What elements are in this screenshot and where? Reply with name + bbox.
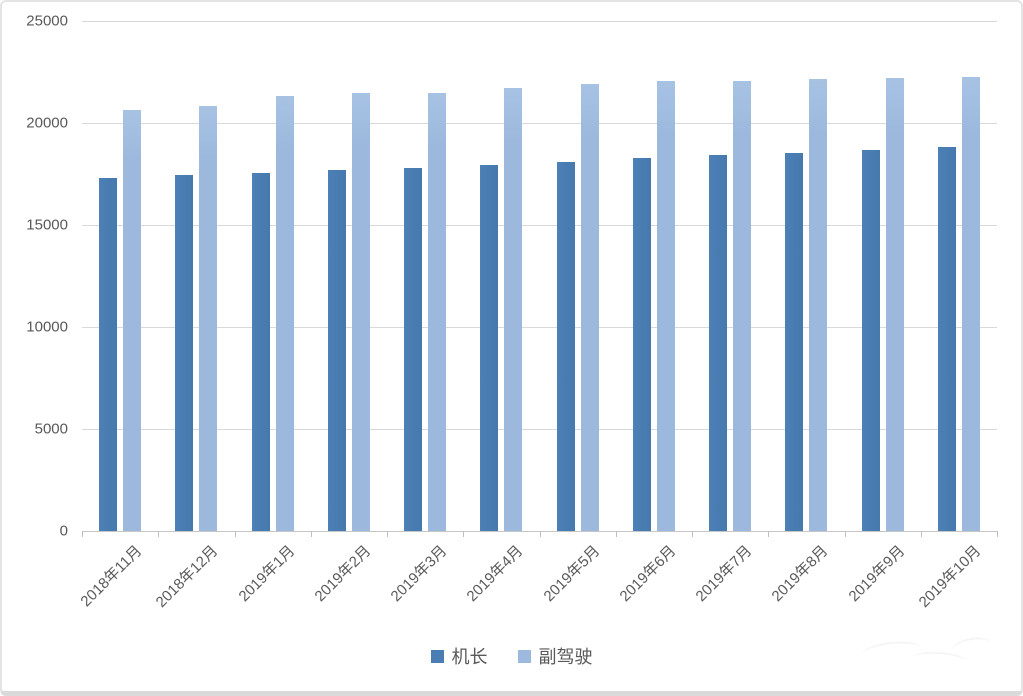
y-axis-tick-label: 0 [59, 522, 68, 540]
x-axis-tick [310, 531, 312, 537]
bar-captain [175, 175, 194, 531]
bar-first-officer [885, 78, 904, 531]
x-axis-tick [463, 531, 465, 537]
bar-captain [632, 157, 651, 531]
bar-captain [785, 152, 804, 531]
y-axis-tick-label: 10000 [26, 318, 68, 336]
x-axis-tick [997, 531, 998, 537]
y-axis-tick-label: 20000 [26, 114, 68, 132]
bar-captain [480, 164, 499, 531]
x-axis-tick [768, 531, 770, 537]
gridline [82, 123, 997, 124]
x-axis-tick [692, 531, 693, 537]
bar-first-officer [123, 109, 142, 531]
bar-first-officer [199, 105, 218, 531]
bar-first-officer [504, 88, 523, 531]
y-axis-tick-label: 25000 [26, 12, 68, 30]
bar-captain [556, 161, 575, 531]
bar-captain [327, 169, 346, 531]
bar-first-officer [580, 84, 599, 531]
legend-item-first-officer: 副驾驶 [517, 643, 593, 669]
bar-captain [937, 147, 956, 531]
bar-captain [404, 167, 423, 531]
bar-first-officer [428, 93, 447, 531]
y-axis-tick-label: 5000 [34, 420, 68, 438]
bar-first-officer [961, 77, 980, 531]
bar-first-officer [656, 81, 675, 531]
x-axis-tick [234, 531, 236, 537]
x-axis-tick [82, 531, 83, 537]
x-axis-tick [844, 531, 846, 537]
x-axis-tick [387, 531, 388, 537]
legend-label-captain: 机长 [451, 647, 488, 667]
legend: 机长 副驾驶 [2, 643, 1021, 669]
gridline [82, 327, 997, 328]
bar-first-officer [809, 79, 828, 531]
x-axis-tick [539, 531, 541, 537]
x-axis-tick [158, 531, 160, 537]
bar-captain [709, 154, 728, 531]
bar-captain [861, 149, 880, 531]
y-axis-tick-label: 15000 [26, 216, 68, 234]
bar-first-officer [275, 96, 294, 531]
bar-captain [99, 178, 118, 531]
bar-first-officer [733, 81, 752, 531]
legend-item-captain: 机长 [430, 643, 488, 669]
legend-swatch-first-officer [517, 649, 531, 663]
legend-swatch-captain [430, 649, 444, 663]
legend-label-first-officer: 副驾驶 [538, 647, 593, 667]
gridline [82, 429, 997, 430]
bar-captain [251, 172, 270, 531]
gridline [82, 21, 997, 22]
bar-first-officer [351, 93, 370, 531]
x-axis-tick [920, 531, 922, 537]
x-axis-tick [615, 531, 617, 537]
gridline [82, 225, 997, 226]
